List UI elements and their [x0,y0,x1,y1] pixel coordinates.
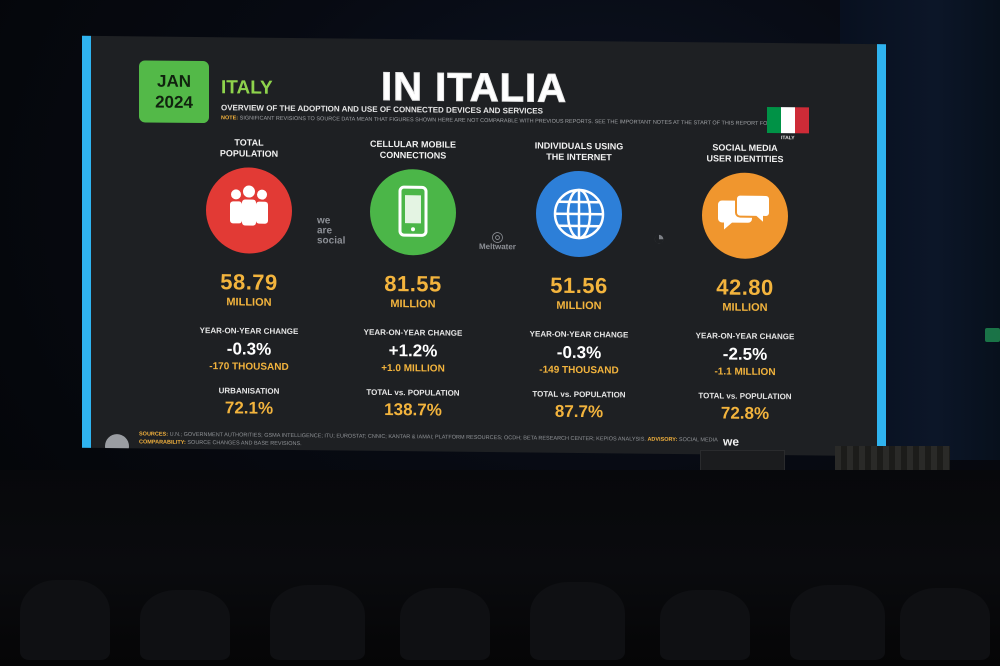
yoy-absolute: +1.0 MILLION [381,362,445,375]
mobile-phone-icon [370,168,456,256]
footer-metric-label: TOTAL vs. POPULATION [532,389,626,400]
footer-metric-label: URBANISATION [218,386,280,396]
footer-metric-value: 87.7% [554,401,604,422]
seat [660,590,750,660]
yoy-absolute: -149 THOUSAND [539,364,619,377]
footer-metric-label: TOTAL vs. POPULATION [366,387,460,398]
column-title-line2: CONNECTIONS [379,149,447,161]
comparability-text: SOURCE CHANGES AND BASE REVISIONS. [187,439,302,448]
exit-light [985,328,1000,342]
flag-stripe-white [781,107,795,134]
audience-seats [0,470,1000,666]
stat-unit: MILLION [226,296,272,309]
flag-stripe-red [795,107,809,134]
country-name: ITALY [221,77,273,99]
chat-bubbles-icon [702,172,788,260]
yoy-label: YEAR-ON-YEAR CHANGE [695,331,795,342]
yoy-label: YEAR-ON-YEAR CHANGE [199,326,299,337]
yoy-percent: -0.3% [226,339,272,359]
column-title: CELLULAR MOBILE CONNECTIONS [333,136,493,162]
column-title-line1: CELLULAR MOBILE [370,138,456,150]
sources-label: SOURCES: [139,431,169,438]
stat-column-internet: INDIVIDUALS USING THE INTERNET 51.56 MILL… [499,138,659,423]
advisory-text: SOCIAL MEDIA USER IDENTITIES MAY NOT REP… [678,437,719,445]
column-title-line2: USER IDENTITIES [706,153,784,165]
stat-value: 42.80 [716,274,774,301]
stat-unit: MILLION [722,301,768,314]
seat [20,580,110,660]
yoy-label: YEAR-ON-YEAR CHANGE [363,327,463,338]
stat-unit: MILLION [390,298,436,311]
meltwater-eye-icon: ◎ [491,228,504,245]
seat [530,582,625,660]
seat [270,585,365,660]
seat [140,590,230,660]
sources-footnote: SOURCES: U.N.; GOVERNMENT AUTHORITIES; G… [139,430,719,452]
meltwater-wordmark: Meltwater [479,241,516,252]
logo-line-3: social [317,235,346,247]
we-are-social-logo: we are social [317,215,346,247]
projection-screen: JAN 2024 ITALY IN ITALIA OVERVIEW OF THE… [82,35,886,457]
italy-flag-icon [767,106,809,134]
stat-unit: MILLION [556,299,602,313]
flag-stripe-green [767,106,781,134]
column-title-line1: TOTAL [234,137,264,148]
column-title-line1: SOCIAL MEDIA [712,142,778,154]
advisory-label: ADVISORY: [647,436,678,444]
yoy-percent: -2.5% [722,344,768,364]
column-title: TOTAL POPULATION [169,135,329,161]
stat-value: 51.56 [550,272,608,299]
note-text: SIGNIFICANT REVISIONS TO SOURCE DATA MEA… [239,115,781,128]
seat [400,588,490,660]
footer-metric-value: 72.8% [720,403,770,423]
globe-icon [536,170,622,258]
column-title: SOCIAL MEDIA USER IDENTITIES [665,140,825,166]
stat-value: 58.79 [220,269,278,295]
stat-column-mobile: CELLULAR MOBILE CONNECTIONS 81.55 MILLION… [333,136,493,421]
yoy-absolute: -1.1 MILLION [714,366,776,379]
column-title: INDIVIDUALS USING THE INTERNET [499,138,659,164]
meltwater-logo: ◎ Meltwater [479,228,516,252]
slide-note: NOTE: SIGNIFICANT REVISIONS TO SOURCE DA… [221,115,781,127]
date-badge: JAN 2024 [139,60,209,124]
footer-brand-logo: we [723,434,740,449]
comparability-label: COMPARABILITY: [139,439,186,446]
footer-metric-value: 72.1% [224,398,274,418]
column-title-line2: THE INTERNET [546,151,612,163]
stat-column-social: SOCIAL MEDIA USER IDENTITIES 42.80 MILLIO… [665,140,825,425]
footer-metric-value: 138.7% [384,399,442,420]
stat-column-population: TOTAL POPULATION 58.79 MILLION YEAR-ON-YE… [169,135,329,420]
date-month: JAN [156,71,191,91]
column-title-line1: INDIVIDUALS USING [534,140,624,152]
kepios-signal-icon: ◔ [653,227,666,250]
yoy-percent: -0.3% [556,342,602,363]
date-year: 2024 [155,92,193,112]
note-label: NOTE: [221,115,239,122]
yoy-label: YEAR-ON-YEAR CHANGE [529,329,629,340]
seat [900,588,990,660]
slide: JAN 2024 ITALY IN ITALIA OVERVIEW OF THE… [91,36,877,457]
yoy-percent: +1.2% [388,341,438,361]
seat [790,585,885,660]
stat-value: 81.55 [384,270,442,297]
yoy-absolute: -170 THOUSAND [209,361,289,373]
footer-metric-label: TOTAL vs. POPULATION [698,391,792,402]
people-icon [206,167,292,254]
column-title-line2: POPULATION [219,148,279,159]
